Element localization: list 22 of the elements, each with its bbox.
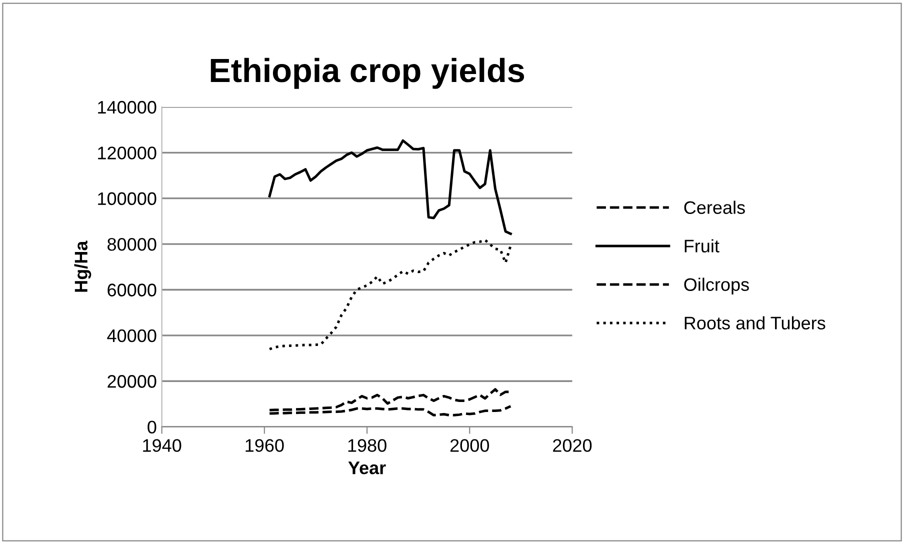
chart-title: Ethiopia crop yields bbox=[210, 58, 524, 89]
y-tick-label: 120000 bbox=[98, 146, 156, 160]
legend-label: Roots and Tubers bbox=[684, 316, 826, 330]
line-series bbox=[268, 139, 512, 236]
y-tick-label: 60000 bbox=[108, 284, 156, 296]
legend-label: Cereals bbox=[684, 200, 745, 214]
x-tick-label: 2000 bbox=[450, 439, 490, 452]
x-tick-label: 1980 bbox=[348, 439, 386, 452]
y-axis-title: Hg/Ha bbox=[74, 240, 92, 292]
y-tick-label: 140000 bbox=[98, 100, 156, 114]
x-axis-title: Year bbox=[348, 462, 386, 474]
x-tick-label: 1960 bbox=[246, 439, 284, 452]
y-tick-label: 20000 bbox=[108, 375, 156, 388]
x-tick-label: 2020 bbox=[553, 439, 592, 452]
x-tick-label: 1940 bbox=[143, 439, 182, 452]
y-tick-label: 100000 bbox=[98, 192, 156, 206]
line-series bbox=[268, 238, 512, 350]
y-tick-label: 40000 bbox=[107, 329, 156, 342]
legend-label: Fruit bbox=[684, 239, 720, 252]
y-tick-label: 80000 bbox=[108, 238, 156, 251]
legend-label: Oilcrops bbox=[684, 278, 749, 295]
y-tick-label: 0 bbox=[148, 420, 156, 434]
